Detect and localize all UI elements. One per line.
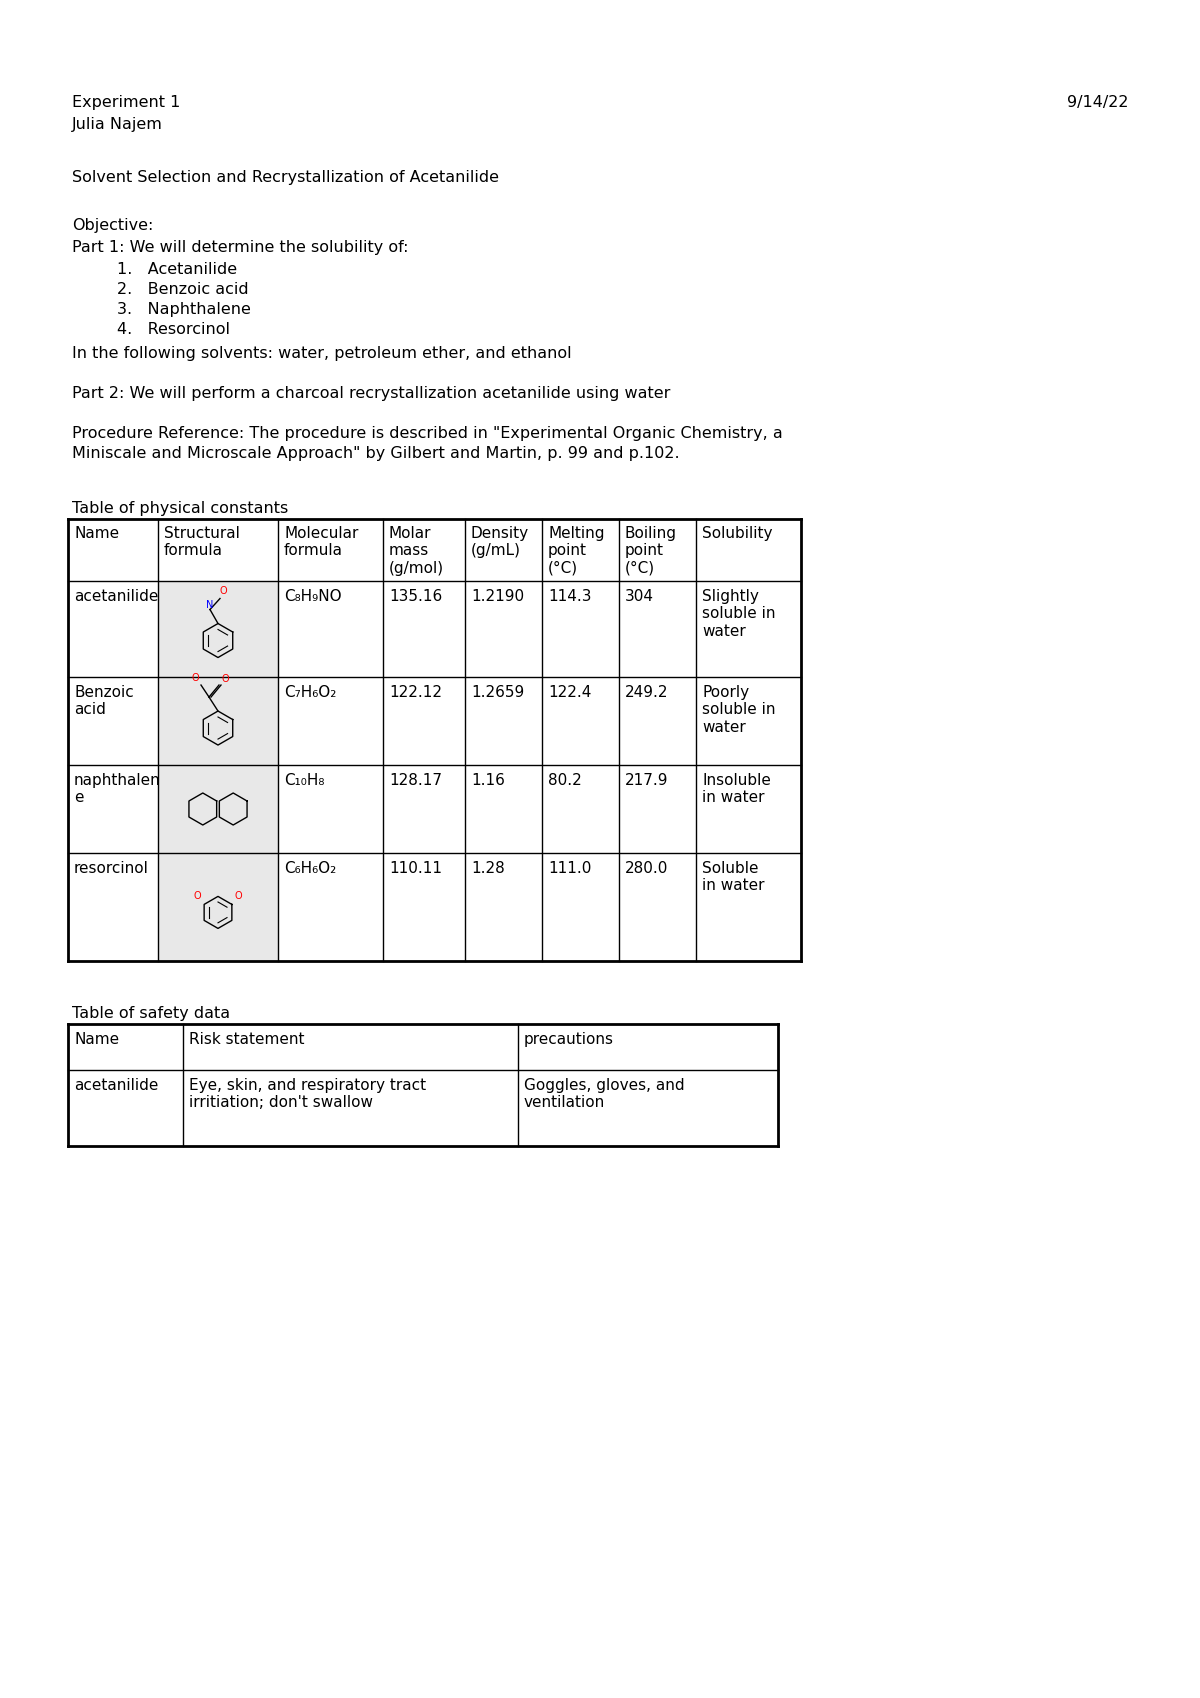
Text: Procedure Reference: The procedure is described in "Experimental Organic Chemist: Procedure Reference: The procedure is de… [72,426,782,441]
Text: Density
(g/mL): Density (g/mL) [470,526,529,559]
Bar [158,766,278,852]
Text: C₈H₉NO: C₈H₉NO [284,589,342,604]
Text: C₁₀H₈: C₁₀H₈ [284,773,324,788]
Text: Boiling
point
(°C): Boiling point (°C) [625,526,677,576]
Text: O: O [222,674,229,684]
Text: Name: Name [74,526,119,542]
Text: N: N [206,599,214,610]
Text: O: O [220,586,228,596]
Text: Soluble
in water: Soluble in water [702,861,764,893]
Text: precautions: precautions [524,1032,614,1048]
Text: Experiment 1: Experiment 1 [72,95,180,110]
Text: 80.2: 80.2 [548,773,582,788]
Text: 122.4: 122.4 [548,684,592,700]
Bar [158,678,278,766]
Text: Part 1: We will determine the solubility of:: Part 1: We will determine the solubility… [72,239,408,255]
Text: Molecular
formula: Molecular formula [284,526,359,559]
Text: C₆H₆O₂: C₆H₆O₂ [284,861,336,876]
Text: Eye, skin, and respiratory tract
irritiation; don't swallow: Eye, skin, and respiratory tract irritia… [190,1078,426,1110]
Bar [158,581,278,678]
Text: 3.   Naphthalene: 3. Naphthalene [118,302,251,318]
Text: 1.2190: 1.2190 [470,589,524,604]
Text: Slightly
soluble in
water: Slightly soluble in water [702,589,775,638]
Text: Julia Najem: Julia Najem [72,117,163,132]
Text: 9/14/22: 9/14/22 [1067,95,1128,110]
Text: 249.2: 249.2 [625,684,668,700]
Text: O: O [235,891,242,902]
Text: O: O [191,672,199,683]
Text: Structural
formula: Structural formula [164,526,240,559]
Text: 122.12: 122.12 [389,684,442,700]
Text: Benzoic
acid: Benzoic acid [74,684,133,717]
Text: Solvent Selection and Recrystallization of Acetanilide: Solvent Selection and Recrystallization … [72,170,499,185]
Text: Goggles, gloves, and
ventilation: Goggles, gloves, and ventilation [524,1078,685,1110]
Text: acetanilide: acetanilide [74,1078,158,1094]
Text: 1.   Acetanilide: 1. Acetanilide [118,261,238,277]
Text: 135.16: 135.16 [389,589,443,604]
Text: resorcinol: resorcinol [74,861,149,876]
Text: Melting
point
(°C): Melting point (°C) [548,526,605,576]
Text: Insoluble
in water: Insoluble in water [702,773,770,805]
Text: naphthalen
e: naphthalen e [74,773,161,805]
Text: 1.28: 1.28 [470,861,505,876]
Text: 114.3: 114.3 [548,589,592,604]
Text: Table of physical constants: Table of physical constants [72,501,288,516]
Text: acetanilide: acetanilide [74,589,158,604]
Text: Name: Name [74,1032,119,1048]
Text: In the following solvents: water, petroleum ether, and ethanol: In the following solvents: water, petrol… [72,346,571,362]
Text: 304: 304 [625,589,654,604]
Text: Poorly
soluble in
water: Poorly soluble in water [702,684,775,735]
Text: Solubility: Solubility [702,526,773,542]
Text: Miniscale and Microscale Approach" by Gilbert and Martin, p. 99 and p.102.: Miniscale and Microscale Approach" by Gi… [72,447,679,460]
Bar [158,852,278,961]
Text: C₇H₆O₂: C₇H₆O₂ [284,684,336,700]
Text: Risk statement: Risk statement [190,1032,305,1048]
Text: 280.0: 280.0 [625,861,668,876]
Text: Part 2: We will perform a charcoal recrystallization acetanilide using water: Part 2: We will perform a charcoal recry… [72,385,671,401]
Text: 1.2659: 1.2659 [470,684,524,700]
Text: 4.   Resorcinol: 4. Resorcinol [118,323,230,336]
Text: 128.17: 128.17 [389,773,442,788]
Text: 1.16: 1.16 [470,773,505,788]
Text: Objective:: Objective: [72,217,154,233]
Text: 110.11: 110.11 [389,861,442,876]
Text: Table of safety data: Table of safety data [72,1005,230,1020]
Text: 2.   Benzoic acid: 2. Benzoic acid [118,282,248,297]
Text: Molar
mass
(g/mol): Molar mass (g/mol) [389,526,444,576]
Text: 111.0: 111.0 [548,861,592,876]
Text: O: O [193,891,202,902]
Text: 217.9: 217.9 [625,773,668,788]
